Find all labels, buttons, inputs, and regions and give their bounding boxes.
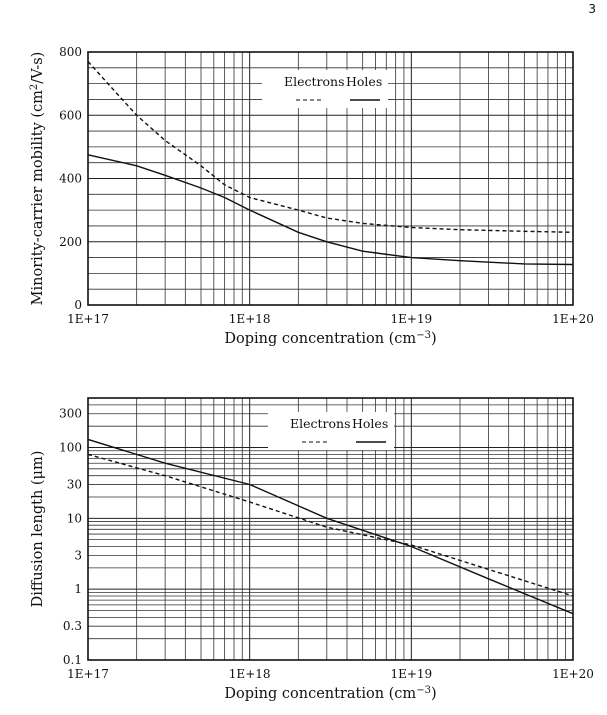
diffusion-x-label-main: Doping concentration (cm — [224, 686, 416, 702]
mobility-tick-labels: 1E+17 1E+18 1E+19 1E+20 0 200 400 600 800 — [59, 45, 594, 326]
mobility-y-axis-label: Minority-carrier mobility (cm2/V-s) — [29, 52, 47, 306]
mobility-x-axis-label: Doping concentration (cm−3) — [224, 330, 436, 348]
diffusion-plot-frame — [87, 397, 574, 661]
diffusion-legend-holes: Holes — [352, 416, 388, 431]
diffusion-x-tick-label: 1E+17 — [67, 667, 109, 681]
diffusion-series — [87, 438, 574, 615]
diffusion-series-electrons — [87, 453, 574, 597]
mobility-series-electrons — [87, 61, 574, 233]
mobility-y-label-main: Minority-carrier mobility (cm — [30, 90, 46, 306]
diffusion-y-axis-label: Diffusion length (μm) — [30, 451, 46, 608]
mobility-y-tick-label: 800 — [59, 45, 82, 59]
diffusion-x-label-sup: −3 — [416, 685, 431, 696]
mobility-x-tick-label: 1E+18 — [229, 312, 271, 326]
diffusion-legend: Electrons Holes — [290, 416, 388, 443]
diffusion-y-tick-label: 0.1 — [63, 653, 82, 667]
mobility-y-label-sup: 2 — [29, 84, 40, 90]
diffusion-tick-labels: 1E+17 1E+18 1E+19 1E+20 0.1 0.3 1 3 10 30 100 300 — [59, 407, 594, 681]
diffusion-legend-box — [268, 412, 394, 450]
page-number: 3 — [588, 2, 596, 16]
mobility-legend-holes: Holes — [346, 74, 382, 89]
mobility-x-tick-label: 1E+17 — [67, 312, 109, 326]
mobility-legend-box — [262, 70, 388, 108]
diffusion-x-label-close: ) — [431, 686, 437, 702]
diffusion-legend-electrons: Electrons — [290, 416, 351, 431]
diffusion-x-tick-label: 1E+19 — [390, 667, 432, 681]
diffusion-series-holes — [87, 438, 574, 615]
mobility-legend-electrons: Electrons — [284, 74, 345, 89]
mobility-x-label-main: Doping concentration (cm — [224, 331, 416, 347]
diffusion-y-tick-label: 3 — [74, 548, 82, 562]
mobility-y-tick-label: 200 — [59, 235, 82, 249]
diffusion-x-axis-label: Doping concentration (cm−3) — [224, 685, 436, 703]
diffusion-y-tick-label: 1 — [74, 582, 82, 596]
mobility-y-tick-label: 0 — [74, 298, 82, 312]
mobility-series — [87, 61, 574, 266]
mobility-series-holes — [87, 154, 574, 266]
diffusion-y-tick-label: 30 — [67, 478, 82, 492]
diffusion-y-tick-label: 300 — [59, 407, 82, 421]
diffusion-chart: Electrons Holes 1E+17 1E+18 1E+19 1E+20 0.1 0.… — [30, 397, 594, 703]
mobility-chart: Electrons Holes 1E+17 1E+18 1E+19 1E+20 0 200 4… — [29, 45, 594, 347]
diffusion-y-tick-label: 100 — [59, 441, 82, 455]
mobility-plot-frame — [87, 51, 574, 306]
mobility-y-label-close: /V-s) — [30, 52, 46, 84]
diffusion-y-tick-label: 0.3 — [63, 619, 82, 633]
mobility-legend: Electrons Holes — [284, 74, 382, 101]
mobility-x-tick-label: 1E+20 — [552, 312, 594, 326]
diffusion-y-tick-label: 10 — [67, 511, 82, 525]
mobility-y-tick-label: 600 — [59, 108, 82, 122]
diffusion-x-tick-label: 1E+18 — [229, 667, 271, 681]
diffusion-x-tick-label: 1E+20 — [552, 667, 594, 681]
mobility-x-label-close: ) — [431, 331, 437, 347]
mobility-x-label-sup: −3 — [416, 330, 431, 341]
mobility-y-tick-label: 400 — [59, 172, 82, 186]
mobility-x-tick-label: 1E+19 — [390, 312, 432, 326]
